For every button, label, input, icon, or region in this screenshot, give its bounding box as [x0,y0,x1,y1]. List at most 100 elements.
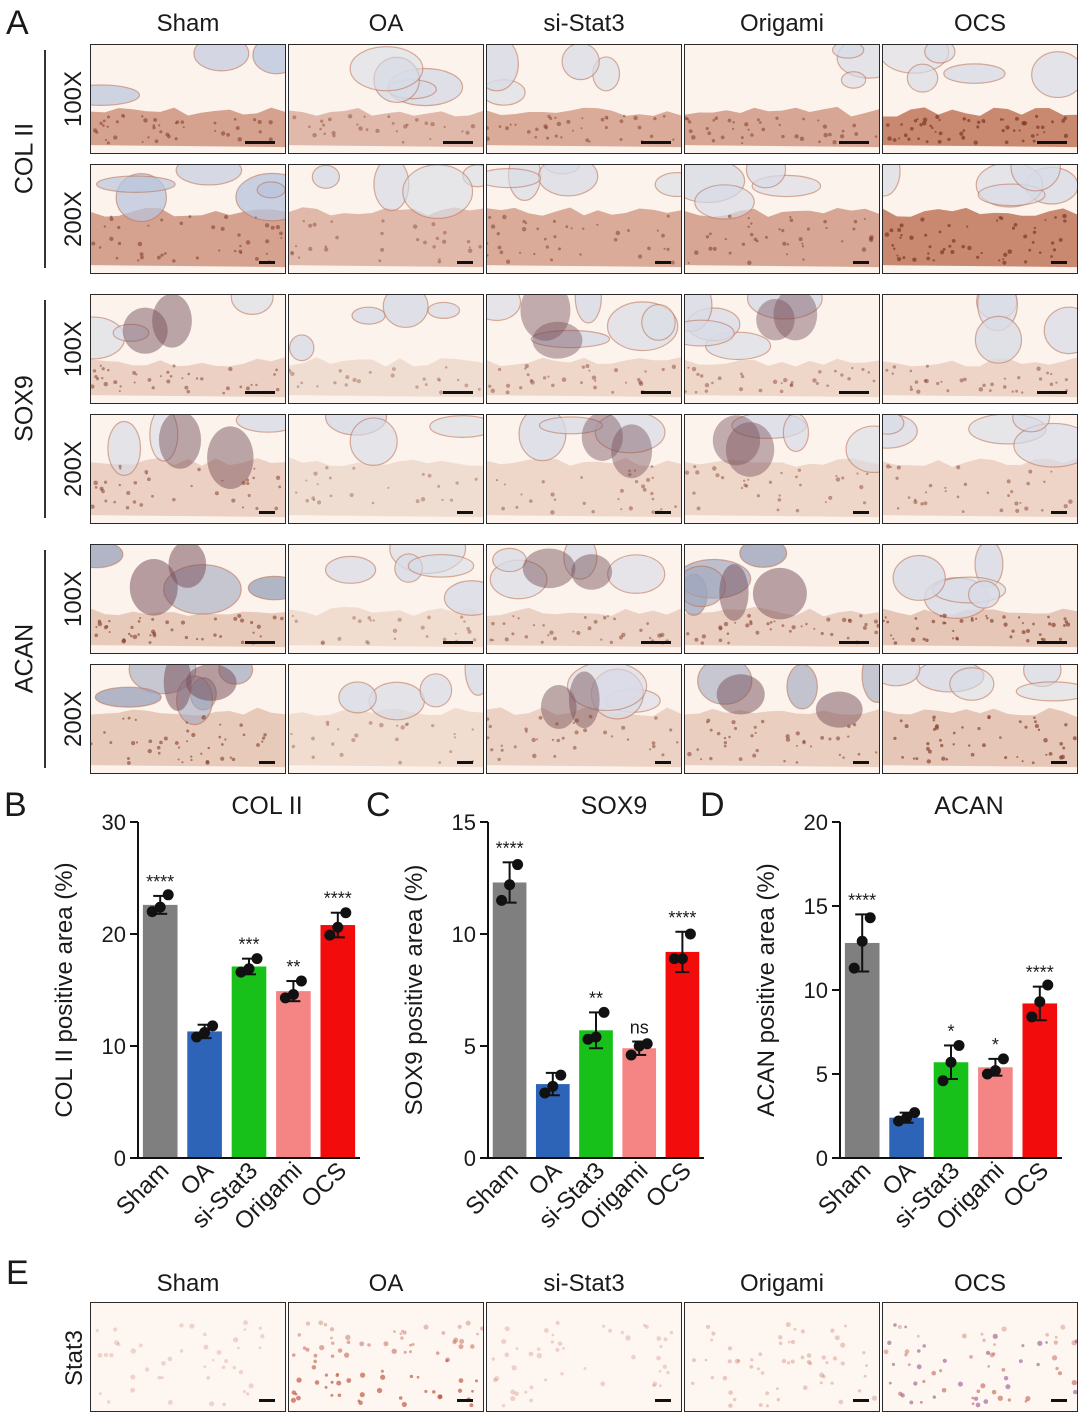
y-tick-label: 0 [464,1146,476,1171]
micrograph-acan-100x-si-stat3 [486,544,682,654]
scale-bar [457,261,473,264]
y-tick-label: 20 [102,922,126,947]
data-point [1034,996,1046,1008]
data-point [901,1112,913,1124]
stain-group-bracket [44,300,46,518]
scale-bar [853,261,869,264]
y-tick-label: 15 [804,894,828,919]
significance-label: **** [324,889,352,909]
scale-bar [1051,261,1067,264]
bar-ocs [665,951,700,1158]
stain-label-acan: ACAN [10,623,39,694]
micrograph-sox9-200x-si-stat3 [486,414,682,524]
scale-bar [1051,1399,1067,1402]
bar-sham [844,942,880,1158]
x-tick-label: OCS [998,1157,1054,1213]
panel-letter-a: A [6,4,29,42]
data-point [191,1031,203,1043]
micrograph-acan-200x-oa [288,664,484,774]
scale-bar [457,511,473,514]
micrograph-colii-200x-oa [288,164,484,274]
y-tick-label: 10 [452,922,476,947]
scale-bar [655,761,671,764]
panel-e-column-header-sham: Sham [156,1270,220,1297]
micrograph-sox9-200x-ocs [882,414,1078,524]
panel-e-column-header-ocs: OCS [953,1270,1006,1297]
scale-bar [259,261,275,264]
data-point [295,975,307,987]
scale-bar [839,141,869,144]
micrograph-stat3-ocs [882,1302,1078,1412]
panel-e-column-header-oa: OA [368,1270,404,1297]
data-point [287,988,299,1000]
panel-letter-d: D [700,786,725,824]
y-axis-label: COL II positive area (%) [51,862,78,1117]
micrograph-acan-200x-origami [684,664,880,774]
data-point [598,1006,610,1018]
data-point [251,953,263,965]
scale-bar [1037,391,1067,394]
stain-group-bracket [44,550,46,768]
panel-e-column-header-si-stat3: si-Stat3 [543,1270,625,1297]
panel-letter-c: C [366,786,391,824]
micrograph-acan-100x-ocs [882,544,1078,654]
bar-ocs [1022,1003,1058,1158]
data-point [989,1065,1001,1077]
bar-ocs [320,925,356,1158]
bar-origami [622,1048,657,1158]
micrograph-stat3-oa [288,1302,484,1412]
scale-bar [655,261,671,264]
micrograph-colii-100x-ocs [882,44,1078,154]
data-point [945,1056,957,1068]
data-point [641,1038,653,1050]
scale-bar [853,761,869,764]
data-point [340,907,352,919]
data-point [590,1031,602,1043]
panel-letter-e: E [6,1254,29,1292]
micrograph-acan-100x-oa [288,544,484,654]
stain-label-sox9: SOX9 [10,375,39,442]
scale-bar [1037,641,1067,644]
significance-label: * [947,1021,954,1041]
y-tick-label: 5 [464,1034,476,1059]
micrograph-sox9-100x-origami [684,294,880,404]
micrograph-sox9-100x-ocs [882,294,1078,404]
scale-bar [641,641,671,644]
data-point [856,935,868,947]
data-point [909,1107,921,1119]
y-axis-label: SOX9 positive area (%) [401,865,428,1116]
significance-label: **** [668,908,696,928]
scale-bar [853,1399,869,1402]
scale-bar [443,641,473,644]
magnification-label: 100X [60,70,87,128]
micrograph-colii-100x-oa [288,44,484,154]
micrograph-colii-200x-origami [684,164,880,274]
micrograph-stat3-si-stat3 [486,1302,682,1412]
significance-label: ns [630,1018,649,1038]
panel-e-column-header-origami: Origami [739,1270,824,1297]
scale-bar [1037,141,1067,144]
scale-bar [457,761,473,764]
micrograph-acan-100x-origami [684,544,880,654]
data-point [243,963,255,975]
significance-label: ** [589,988,603,1008]
x-tick-label: OCS [296,1157,352,1213]
column-header-sham: Sham [156,10,220,37]
micrograph-colii-100x-sham [90,44,286,154]
micrograph-sox9-200x-oa [288,414,484,524]
significance-label: **** [1026,963,1054,983]
stain-group-bracket [44,50,46,268]
significance-label: *** [238,935,259,955]
micrograph-sox9-100x-si-stat3 [486,294,682,404]
bar-sham [142,904,178,1158]
scale-bar [245,141,275,144]
scale-bar [443,391,473,394]
data-point [547,1080,559,1092]
stain-label-colii: COL II [10,122,39,195]
y-axis-label: ACAN positive area (%) [753,863,780,1116]
data-point [625,1049,637,1061]
significance-label: * [992,1035,999,1055]
data-point [199,1027,211,1039]
micrograph-colii-200x-sham [90,164,286,274]
